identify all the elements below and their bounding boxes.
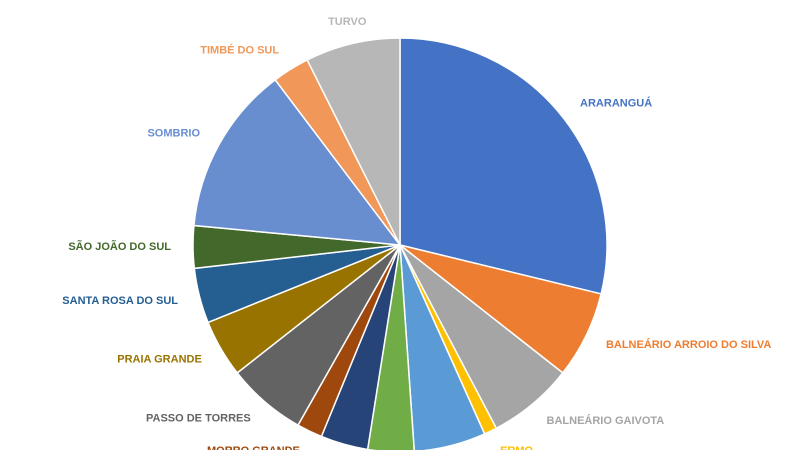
slice-label: TIMBÉ DO SUL: [200, 43, 279, 56]
pie-slice: [306, 37, 401, 246]
slice-label: SÃO JOÃO DO SUL: [68, 240, 171, 253]
slice-label: BALNEÁRIO GAIVOTA: [547, 414, 665, 427]
slice-label: BALNEÁRIO ARROIO DO SILVA: [606, 338, 771, 351]
slice-label: PASSO DE TORRES: [146, 413, 251, 425]
pie-slice: [193, 78, 402, 246]
slice-label: SANTA ROSA DO SUL: [62, 295, 178, 307]
pie-slice: [399, 37, 608, 295]
slice-label: TURVO: [328, 16, 367, 28]
pie-slice: [399, 244, 486, 450]
slice-label: PRAIA GRANDE: [117, 354, 202, 366]
slice-label: ARARANGUÁ: [580, 96, 652, 109]
slice-label: SOMBRIO: [147, 127, 200, 139]
slice-label: MORRO GRANDE: [207, 445, 300, 450]
slice-label: ERMO: [500, 445, 533, 450]
